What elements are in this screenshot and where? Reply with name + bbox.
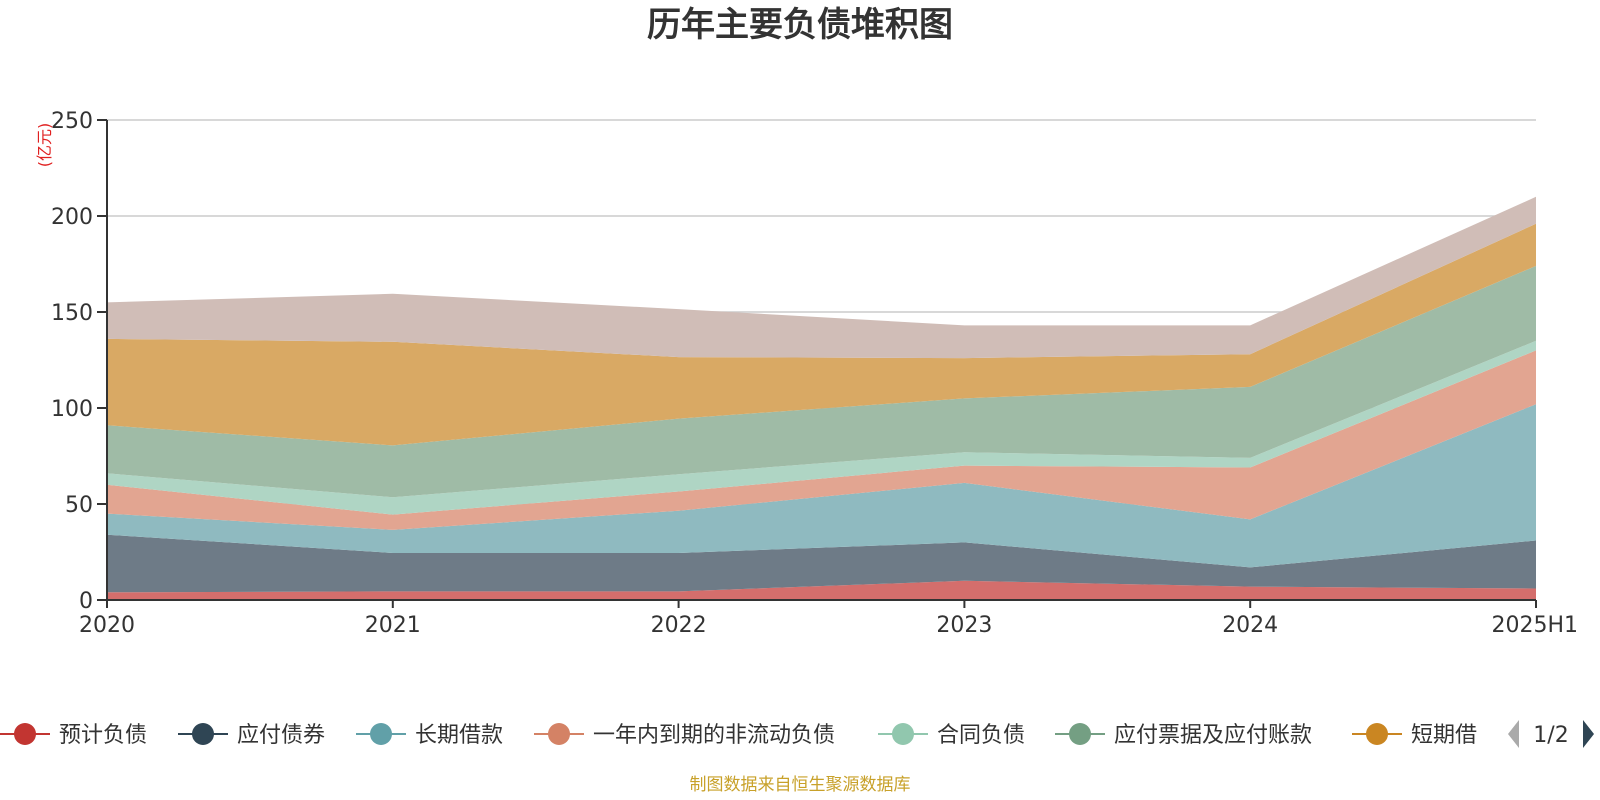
legend-item-6[interactable]: 应付票据及应付账款 <box>1055 723 1312 748</box>
legend-item-4[interactable]: 一年内到期的非流动负债 <box>534 723 835 748</box>
y-tick-label: 100 <box>51 397 93 422</box>
y-tick-label: 250 <box>51 109 93 134</box>
chart-title: 历年主要负债堆积图 <box>647 5 953 45</box>
x-tick-label: 2023 <box>936 613 992 638</box>
legend-label: 合同负债 <box>937 723 1025 748</box>
legend-marker-icon <box>1366 723 1388 745</box>
legend-label: 应付票据及应付账款 <box>1114 723 1312 748</box>
legend-marker-icon <box>192 723 214 745</box>
legend-next-page-icon[interactable] <box>1583 720 1594 748</box>
legend-label: 短期借 <box>1411 723 1477 748</box>
legend-marker-icon <box>370 723 392 745</box>
x-tick-label: 2024 <box>1222 613 1278 638</box>
x-tick-label: 2025H1 <box>1491 613 1578 638</box>
area-series-6 <box>107 265 1536 498</box>
legend-page-indicator: 1/2 <box>1533 723 1568 748</box>
y-tick-label: 200 <box>51 205 93 230</box>
legend-label: 应付债券 <box>237 723 325 748</box>
area-series-3 <box>107 404 1536 568</box>
y-tick-label: 50 <box>65 493 93 518</box>
legend-label: 预计负债 <box>59 723 147 748</box>
legend-marker-icon <box>548 723 570 745</box>
legend-item-5[interactable]: 合同负债 <box>878 723 1025 748</box>
axes <box>106 120 1536 601</box>
y-tick-label: 0 <box>79 589 93 614</box>
x-tick-label: 2020 <box>79 613 135 638</box>
legend-item-3[interactable]: 长期借款 <box>356 723 503 748</box>
area-series-2 <box>107 534 1536 593</box>
area-series-1 <box>107 580 1536 600</box>
legend-item-7[interactable]: 短期借 <box>1352 723 1477 748</box>
x-tick-label: 2022 <box>651 613 707 638</box>
legend-marker-icon <box>892 723 914 745</box>
area-series-4 <box>107 350 1536 530</box>
y-tick-labels: 0 50 100 150 200 250 <box>51 109 93 614</box>
legend-item-1[interactable]: 预计负债 <box>0 723 147 748</box>
legend-label: 一年内到期的非流动负债 <box>593 723 835 748</box>
legend-pager: 1/2 <box>1508 720 1594 748</box>
area-series-5 <box>107 340 1536 515</box>
legend-marker-icon <box>14 723 36 745</box>
area-series-7 <box>107 223 1536 446</box>
legend-prev-page-icon[interactable] <box>1508 720 1519 748</box>
legend-marker-icon <box>1069 723 1091 745</box>
legend: 预计负债 应付债券 长期借款 一年内到期的非流动负债 合同负债 应付票据及应付账款 短期借 <box>0 723 1477 748</box>
y-tick-label: 150 <box>51 301 93 326</box>
area-series-8 <box>107 196 1536 359</box>
legend-item-2[interactable]: 应付债券 <box>178 723 325 748</box>
legend-label: 长期借款 <box>415 723 503 748</box>
x-tick-label: 2021 <box>365 613 421 638</box>
data-source-note: 制图数据来自恒生聚源数据库 <box>690 775 911 795</box>
x-tick-labels: 2020 2021 2022 2023 2024 2025H1 <box>79 600 1578 638</box>
area-series <box>107 196 1536 600</box>
y-axis-unit: (亿元) <box>35 123 54 168</box>
